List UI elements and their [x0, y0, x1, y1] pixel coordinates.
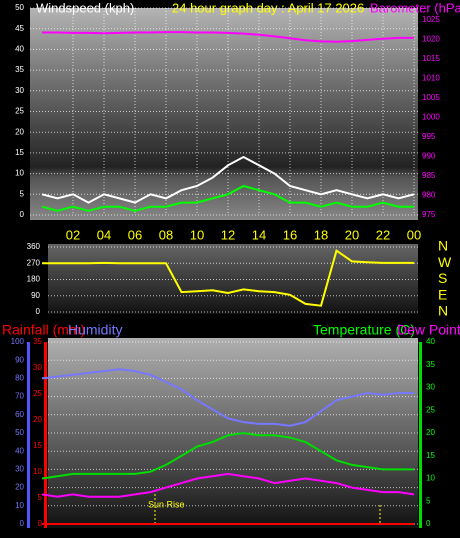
y2-tick-label: 1020	[422, 35, 440, 44]
y2-tick-label: 990	[422, 152, 436, 161]
plot-bg	[48, 244, 418, 314]
y-tick-label: 30	[15, 86, 24, 95]
y-tick-label: 5	[20, 189, 25, 198]
y2-tick-label: 1000	[422, 113, 440, 122]
y-tick-label: 30	[33, 363, 42, 372]
x-tick-label: 16	[283, 227, 297, 242]
y2-tick-label: 1010	[422, 74, 440, 83]
humidity-axis	[27, 342, 30, 528]
y2-tick-label: 980	[422, 191, 436, 200]
y2-tick-label: 35	[426, 360, 435, 369]
x-tick-label: 00	[407, 227, 421, 242]
y-tick-label: 90	[31, 291, 40, 300]
series-line	[41, 431, 414, 480]
legend-humidity: Humidity	[68, 322, 122, 338]
annotation: Sun Rise	[148, 499, 185, 509]
plot-bg	[48, 338, 418, 528]
y2-tick-label: 995	[422, 132, 436, 141]
y2-axis-label: Barometer (hPa)	[370, 0, 460, 15]
x-tick-label: 06	[128, 227, 142, 242]
legend-temperature: Temperature (C)	[313, 322, 415, 338]
legend-rain: Rainfall (mm)	[2, 322, 85, 338]
y-tick-label: 180	[27, 275, 41, 284]
y2-tick-label: N	[438, 238, 448, 254]
y3-tick-label: 50	[15, 428, 24, 437]
y-tick-label: 0	[38, 519, 43, 528]
y-tick-label: 40	[15, 45, 24, 54]
y2-tick-label: 30	[426, 383, 435, 392]
y-tick-label: 25	[33, 389, 42, 398]
series-line	[41, 472, 415, 498]
x-tick-label: 18	[314, 227, 328, 242]
y3-tick-label: 20	[15, 483, 24, 492]
x-tick-label: 22	[376, 227, 390, 242]
series-line	[41, 184, 414, 212]
series-line	[41, 368, 414, 427]
y2-tick-label: 1025	[422, 15, 440, 24]
x-tick-label: 08	[159, 227, 173, 242]
y-tick-label: 50	[15, 3, 24, 12]
y-tick-label: 0	[36, 307, 41, 316]
y3-tick-label: 100	[11, 337, 25, 346]
y-tick-label: 10	[15, 169, 24, 178]
y2-tick-label: 985	[422, 171, 436, 180]
y2-tick-label: 10	[426, 474, 435, 483]
y2-tick-label: 25	[426, 405, 435, 414]
temp-axis	[419, 342, 422, 528]
y2-tick-label: 1005	[422, 93, 440, 102]
y3-tick-label: 0	[20, 519, 25, 528]
y-tick-label: 35	[33, 337, 42, 346]
y3-tick-label: 60	[15, 410, 24, 419]
y-tick-label: 270	[27, 258, 41, 267]
y-tick-label: 35	[15, 65, 24, 74]
y2-tick-label: N	[438, 303, 448, 319]
y-axis-label: Windspeed (kph)	[36, 0, 134, 15]
y-tick-label: 45	[15, 24, 24, 33]
y3-tick-label: 80	[15, 374, 24, 383]
y2-tick-label: 5	[426, 496, 431, 505]
y2-tick-label: 40	[426, 337, 435, 346]
y-tick-label: 10	[33, 467, 42, 476]
y-tick-label: 0	[20, 210, 25, 219]
y-tick-label: 20	[33, 415, 42, 424]
y-tick-label: 25	[15, 107, 24, 116]
y3-tick-label: 40	[15, 446, 24, 455]
y-tick-label: 5	[38, 493, 43, 502]
x-tick-label: 14	[252, 227, 266, 242]
y2-tick-label: 15	[426, 451, 435, 460]
y2-tick-label: W	[438, 254, 452, 270]
rain-axis	[44, 342, 47, 528]
x-tick-label: 04	[97, 227, 111, 242]
y2-tick-label: 1015	[422, 54, 440, 63]
x-tick-label: 20	[345, 227, 359, 242]
y-tick-label: 15	[15, 148, 24, 157]
y-tick-label: 360	[27, 242, 41, 251]
x-tick-label: 12	[221, 227, 235, 242]
y2-tick-label: S	[438, 270, 447, 286]
legend-dewpoint: Dew Point	[397, 322, 460, 338]
y3-tick-label: 30	[15, 465, 24, 474]
x-tick-label: 02	[66, 227, 80, 242]
y-tick-label: 15	[33, 441, 42, 450]
y2-tick-label: 0	[426, 519, 431, 528]
y3-tick-label: 90	[15, 355, 24, 364]
y3-tick-label: 10	[15, 501, 24, 510]
y3-tick-label: 70	[15, 392, 24, 401]
y2-tick-label: E	[438, 286, 447, 302]
x-tick-label: 10	[190, 227, 204, 242]
y2-tick-label: 20	[426, 428, 435, 437]
y2-tick-label: 975	[422, 210, 436, 219]
plot-bg	[30, 8, 418, 220]
chart-title: 24 hour graph day : April 17 2026	[172, 0, 364, 15]
series-line	[42, 248, 414, 307]
y-tick-label: 20	[15, 127, 24, 136]
series-line	[41, 155, 415, 204]
series-line	[42, 31, 414, 43]
